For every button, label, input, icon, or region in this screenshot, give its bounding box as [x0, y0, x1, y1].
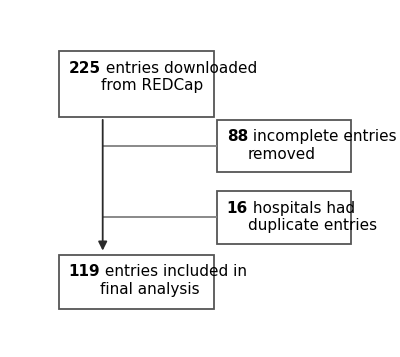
Text: entries downloaded
from REDCap: entries downloaded from REDCap: [101, 61, 257, 93]
FancyBboxPatch shape: [218, 191, 351, 243]
Text: 119: 119: [69, 264, 100, 279]
FancyBboxPatch shape: [59, 255, 214, 310]
Text: 88: 88: [227, 130, 248, 145]
Text: entries included in
final analysis: entries included in final analysis: [100, 264, 247, 297]
FancyBboxPatch shape: [59, 51, 214, 117]
Text: hospitals had
duplicate entries: hospitals had duplicate entries: [248, 201, 377, 233]
FancyBboxPatch shape: [218, 120, 351, 172]
Text: 16: 16: [227, 201, 248, 216]
Text: incomplete entries
removed: incomplete entries removed: [248, 130, 396, 162]
Text: 225: 225: [69, 61, 101, 76]
